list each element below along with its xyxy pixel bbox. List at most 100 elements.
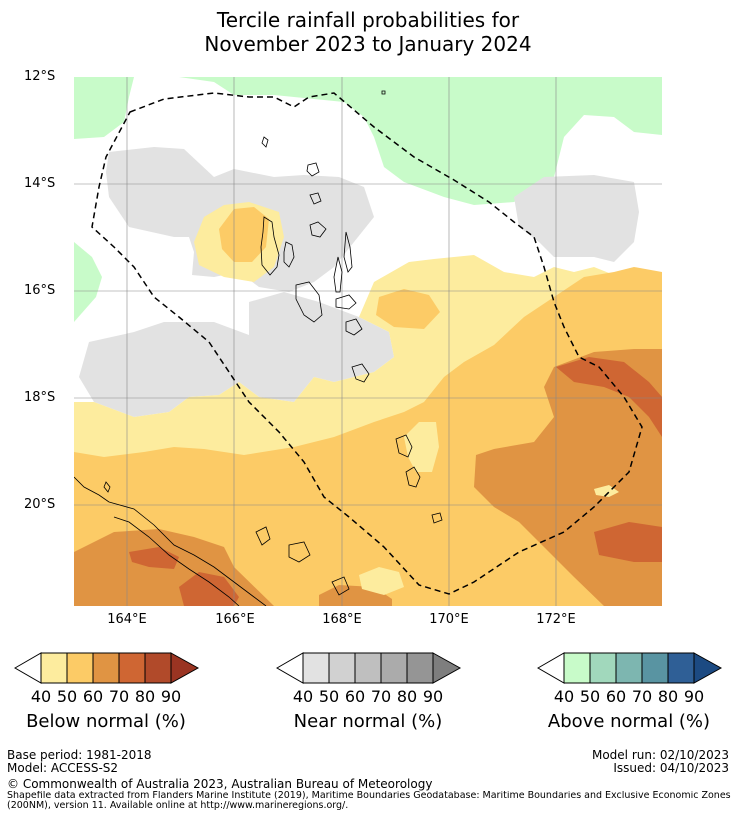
near-tick-80: 80 [396, 687, 418, 706]
above-tick-70: 70 [631, 687, 653, 706]
above-cbar-arrow-left [537, 652, 565, 684]
map-gridlines [74, 77, 662, 606]
below-tick-60: 60 [82, 687, 104, 706]
lon-label-172e: 172°E [536, 612, 576, 627]
lat-label-20s: 20°S [24, 497, 56, 512]
below-cbar-swatch-50 [40, 652, 68, 684]
island-espiritu-santo [260, 216, 280, 276]
below-normal-50-patch-south [359, 567, 404, 595]
lat-label-14s: 14°S [24, 176, 56, 191]
map-title-line-2: November 2023 to January 2024 [204, 32, 532, 56]
island-epi [345, 318, 363, 336]
map-title-line-1: Tercile rainfall probabilities for [216, 8, 520, 32]
lat-label-16s: 16°S [24, 283, 56, 298]
below-normal-80-region-east [556, 357, 662, 437]
lat-label-18s: 18°S [24, 390, 56, 405]
copyright: © Commonwealth of Australia 2023, Austra… [7, 777, 433, 791]
near-cbar-swatch-50 [302, 652, 330, 684]
below-tick-70: 70 [108, 687, 130, 706]
near-tick-40: 40 [292, 687, 314, 706]
above-cbar-swatch-70 [615, 652, 643, 684]
island-banks-1 [306, 162, 320, 177]
above-tick-90: 90 [683, 687, 705, 706]
island-loyalty-small [103, 481, 111, 493]
above-normal-region-west [74, 242, 102, 322]
new-caledonia-coast [74, 476, 350, 606]
colorbar-above-normal [537, 652, 723, 684]
island-ambrym [335, 294, 357, 310]
lon-label-168e: 168°E [322, 612, 362, 627]
below-normal-60-region-central [376, 289, 440, 329]
below-cbar-arrow-left [14, 652, 42, 684]
below-tick-90: 90 [160, 687, 182, 706]
colorbar-near-normal [276, 652, 462, 684]
near-tick-60: 60 [344, 687, 366, 706]
above-normal-label: Above normal (%) [547, 711, 711, 732]
island-ouvea [255, 526, 271, 546]
near-tick-70: 70 [370, 687, 392, 706]
above-cbar-arrow-right [693, 652, 723, 684]
near-cbar-arrow-left [276, 652, 304, 684]
near-tick-90: 90 [422, 687, 444, 706]
island-torres [261, 136, 269, 148]
island-aneityum [431, 512, 443, 524]
near-cbar-swatch-70 [354, 652, 382, 684]
near-normal-label: Near normal (%) [293, 711, 443, 732]
below-cbar-arrow-right [170, 652, 200, 684]
island-maewo [343, 231, 353, 273]
below-normal-50-patch-island [404, 422, 439, 472]
island-mare [331, 576, 350, 596]
near-cbar-arrow-right [432, 652, 462, 684]
colorbar-below-normal [14, 652, 200, 684]
island-malo [283, 241, 295, 268]
island-erromango [395, 434, 413, 458]
island-pentecost [333, 256, 343, 293]
below-tick-80: 80 [134, 687, 156, 706]
probability-map [74, 77, 662, 606]
above-tick-60: 60 [605, 687, 627, 706]
below-normal-80-region-southeast [594, 522, 662, 562]
below-normal-60-region-north [219, 207, 269, 262]
island-new-caledonia [74, 476, 267, 606]
model-run-date: Model run: 02/10/2023 [591, 748, 729, 762]
below-cbar-swatch-70 [92, 652, 120, 684]
base-period: Base period: 1981-2018 [7, 748, 152, 762]
model-name: Model: ACCESS-S2 [7, 761, 119, 775]
near-normal-region-east [514, 175, 639, 262]
near-cbar-swatch-60 [328, 652, 356, 684]
below-normal-label: Below normal (%) [26, 711, 186, 732]
island-banks-2 [309, 192, 322, 205]
island-efate [351, 363, 370, 383]
shapefile-credit-line-2: (200NM), version 11. Available online at… [7, 800, 349, 811]
island-north-small [381, 90, 386, 95]
below-cbar-swatch-90 [144, 652, 172, 684]
eez-boundary [91, 92, 643, 595]
above-cbar-swatch-60 [589, 652, 617, 684]
above-cbar-swatch-80 [641, 652, 669, 684]
above-tick-40: 40 [553, 687, 575, 706]
lon-label-166e: 166°E [215, 612, 255, 627]
below-tick-50: 50 [56, 687, 78, 706]
above-tick-80: 80 [657, 687, 679, 706]
near-cbar-swatch-90 [406, 652, 434, 684]
near-cbar-swatch-80 [380, 652, 408, 684]
issued-date: Issued: 04/10/2023 [613, 761, 729, 775]
below-normal-80-region-south [179, 572, 239, 606]
lon-label-164e: 164°E [107, 612, 147, 627]
above-tick-50: 50 [579, 687, 601, 706]
shapefile-credit-line-1: Shapefile data extracted from Flanders M… [7, 791, 731, 801]
island-tanna [405, 466, 421, 488]
below-normal-60-region [74, 267, 662, 606]
below-cbar-swatch-60 [66, 652, 94, 684]
lon-label-170e: 170°E [429, 612, 469, 627]
above-cbar-swatch-50 [563, 652, 591, 684]
below-tick-40: 40 [30, 687, 52, 706]
above-normal-region-north [179, 77, 662, 205]
vanuatu-islands [260, 90, 443, 524]
island-ambae [309, 221, 327, 238]
below-cbar-swatch-80 [118, 652, 146, 684]
near-normal-region-central [79, 292, 394, 417]
lat-label-12s: 12°S [24, 69, 56, 84]
above-cbar-swatch-90 [667, 652, 695, 684]
island-malekula [295, 281, 323, 323]
